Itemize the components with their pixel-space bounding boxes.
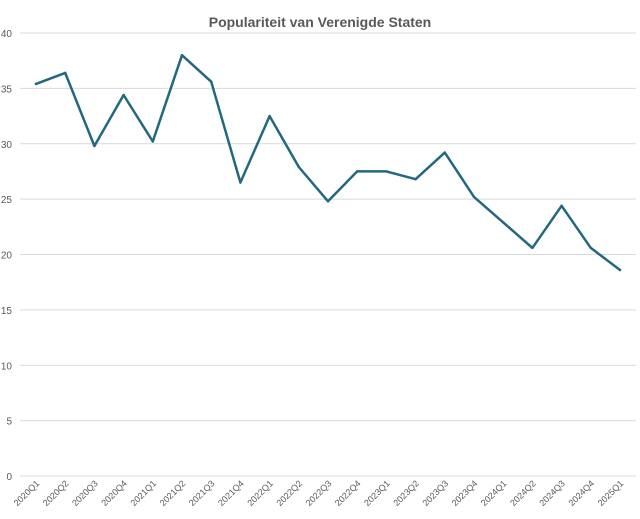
x-tick-label: 2023Q2: [391, 478, 421, 508]
data-point: [151, 140, 154, 143]
data-point: [122, 93, 125, 97]
x-tick-label: 2021Q1: [128, 478, 158, 508]
data-point: [502, 221, 505, 224]
x-tick-label: 2022Q4: [333, 478, 363, 508]
x-tick-label: 2024Q3: [537, 478, 567, 508]
y-tick-label: 30: [1, 140, 13, 151]
x-tick-label: 2024Q4: [566, 478, 596, 508]
x-tick-label: 2022Q3: [304, 478, 334, 508]
y-tick-label: 35: [1, 84, 13, 95]
data-point: [560, 204, 563, 207]
x-tick-label: 2020Q3: [70, 478, 100, 508]
data-point: [589, 246, 592, 250]
y-tick-label: 0: [6, 472, 12, 483]
x-tick-label: 2025Q1: [596, 478, 626, 508]
data-point: [34, 82, 38, 86]
data-point: [93, 144, 96, 148]
x-tick-label: 2022Q2: [274, 478, 304, 508]
data-point: [210, 80, 213, 83]
x-tick-label: 2023Q1: [362, 478, 392, 508]
x-tick-label: 2021Q3: [187, 478, 217, 508]
data-point: [239, 181, 242, 184]
data-point: [618, 268, 622, 272]
x-tick-label: 2024Q2: [508, 478, 538, 508]
x-tick-label: 2020Q4: [99, 478, 129, 508]
data-point: [356, 170, 359, 173]
data-point: [63, 71, 67, 75]
data-point: [180, 53, 184, 57]
data-point: [297, 165, 300, 169]
x-tick-label: 2023Q4: [450, 478, 480, 508]
chart-title: Populariteit van Verenigde Staten: [208, 14, 432, 30]
series-line: [34, 53, 622, 272]
y-tick-label: 40: [1, 29, 13, 40]
x-tick-label: 2022Q1: [245, 478, 275, 508]
x-tick-label: 2021Q2: [158, 478, 188, 508]
data-point: [268, 114, 271, 118]
x-tick-label: 2020Q1: [12, 478, 42, 508]
x-tick-label: 2023Q3: [420, 478, 450, 508]
data-point: [414, 177, 417, 181]
x-tick-label: 2024Q1: [479, 478, 509, 508]
x-tick-label: 2020Q2: [41, 478, 71, 508]
y-tick-label: 20: [1, 251, 13, 262]
data-point: [326, 200, 330, 203]
data-point: [385, 170, 388, 173]
data-point: [443, 151, 446, 154]
data-point: [472, 195, 476, 199]
y-tick-label: 25: [1, 195, 13, 206]
y-tick-label: 15: [1, 306, 13, 317]
x-tick-label: 2021Q4: [216, 478, 246, 508]
y-tick-label: 5: [6, 417, 12, 428]
data-point: [531, 246, 534, 250]
y-tick-label: 10: [1, 361, 13, 372]
